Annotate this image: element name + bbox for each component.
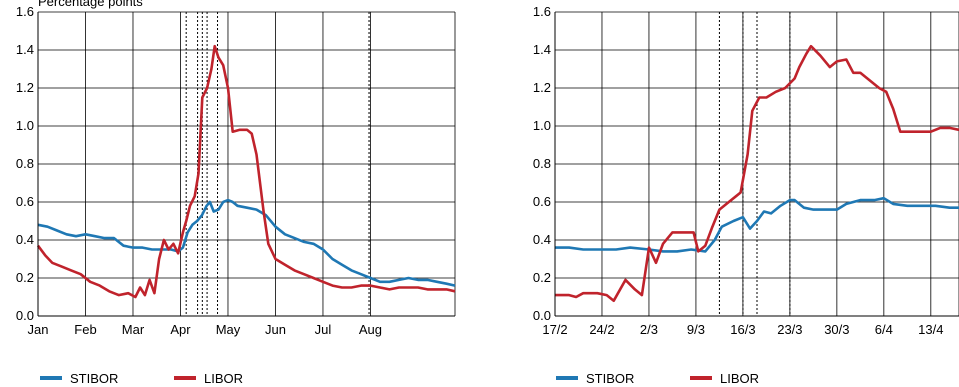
x-tick-label: 13/4	[918, 322, 943, 337]
y-tick-label: 0.0	[16, 308, 34, 323]
x-tick-label: Aug	[359, 322, 382, 337]
x-tick-label: Jun	[265, 322, 286, 337]
left-chart: Percentage points 0.0 0.2 0.4 0.6 0.8 1.0 1.2 1…	[16, 0, 456, 337]
series-line-stibor	[555, 196, 959, 253]
y-tick-label: 1.6	[16, 4, 34, 19]
y-tick-label: 0.0	[533, 308, 551, 323]
x-tick-label: Jul	[315, 322, 332, 337]
legend-label-stibor: STIBOR	[70, 371, 118, 386]
series-line-libor	[36, 44, 456, 299]
right-series	[555, 44, 959, 303]
y-tick-label: 1.0	[533, 118, 551, 133]
x-tick-label: 2/3	[640, 322, 658, 337]
x-tick-label: 6/4	[875, 322, 893, 337]
x-tick-label: 17/2	[542, 322, 567, 337]
x-tick-label: May	[216, 322, 241, 337]
left-legend: STIBOR LIBOR	[40, 371, 243, 386]
y-tick-label: 0.4	[533, 232, 551, 247]
right-axes: 0.0 0.2 0.4 0.6 0.8 1.0 1.2 1.4 1.6 17/2 24/2 2/3 9/…	[533, 4, 959, 337]
series-line-stibor	[37, 198, 456, 287]
x-tick-label: 16/3	[730, 322, 755, 337]
x-tick-label: 9/3	[687, 322, 705, 337]
left-series	[36, 44, 456, 299]
y-tick-label: 1.0	[16, 118, 34, 133]
series-line-libor	[555, 44, 959, 303]
y-tick-label: 1.2	[16, 80, 34, 95]
left-axes: 0.0 0.2 0.4 0.6 0.8 1.0 1.2 1.4 1.6 Jan Feb Mar Apr M…	[16, 4, 455, 337]
y-tick-label: 1.4	[533, 42, 551, 57]
left-event-lines	[185, 12, 370, 316]
left-unit-label: Percentage points	[38, 0, 143, 9]
x-tick-label: 30/3	[824, 322, 849, 337]
x-tick-label: Apr	[170, 322, 191, 337]
y-tick-label: 1.6	[533, 4, 551, 19]
y-tick-label: 0.8	[16, 156, 34, 171]
y-tick-label: 0.8	[533, 156, 551, 171]
x-tick-label: Mar	[122, 322, 145, 337]
right-legend: STIBOR LIBOR	[556, 371, 759, 386]
y-tick-label: 0.4	[16, 232, 34, 247]
x-tick-label: Feb	[74, 322, 96, 337]
y-tick-label: 0.6	[533, 194, 551, 209]
y-tick-label: 1.2	[533, 80, 551, 95]
x-tick-label: 23/3	[777, 322, 802, 337]
y-tick-label: 0.2	[16, 270, 34, 285]
y-tick-label: 0.2	[533, 270, 551, 285]
legend-label-libor: LIBOR	[204, 371, 243, 386]
legend-label-stibor: STIBOR	[586, 371, 634, 386]
left-grid	[37, 11, 456, 317]
x-tick-label: Jan	[28, 322, 49, 337]
y-tick-label: 0.6	[16, 194, 34, 209]
legend-label-libor: LIBOR	[720, 371, 759, 386]
right-chart: 0.0 0.2 0.4 0.6 0.8 1.0 1.2 1.4 1.6 17/2 24/2 2/3 9/…	[533, 4, 959, 337]
right-event-lines	[718, 12, 791, 316]
x-tick-label: 24/2	[589, 322, 614, 337]
y-tick-label: 1.4	[16, 42, 34, 57]
